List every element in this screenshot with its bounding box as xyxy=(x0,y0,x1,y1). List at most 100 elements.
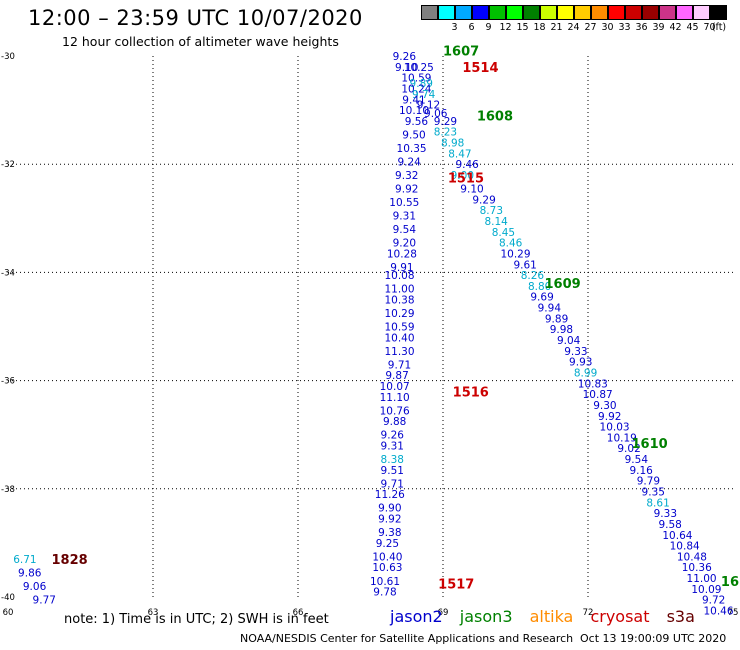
pass-time: 1516 xyxy=(453,385,489,400)
pass-time: 1607 xyxy=(443,45,479,60)
y-tick-label: -34 xyxy=(1,268,15,278)
color-swatch xyxy=(472,5,489,20)
color-swatch xyxy=(523,5,540,20)
footer-credit: NOAA/NESDIS Center for Satellite Applica… xyxy=(240,632,574,645)
color-swatch xyxy=(693,5,710,20)
wave-height-value: 10.09 xyxy=(691,584,721,596)
wave-height-value: 10.48 xyxy=(677,551,707,563)
color-scale-unit: (ft) xyxy=(711,22,727,33)
map-subtitle: 12 hour collection of altimeter wave hei… xyxy=(62,34,339,49)
wave-height-value: 9.00 xyxy=(451,170,474,182)
wave-height-value: 10.29 xyxy=(384,308,414,320)
pass-time: 1515 xyxy=(448,172,484,187)
color-swatch xyxy=(489,5,506,20)
color-swatch xyxy=(659,5,676,20)
wave-height-tracks: 9.269.1010.2510.599.8910.249.749.419.121… xyxy=(13,51,734,618)
color-scale-label: 70 xyxy=(703,22,716,33)
wave-height-value: 10.19 xyxy=(607,432,637,444)
wave-height-value: 9.88 xyxy=(383,416,406,428)
wave-height-value: 9.54 xyxy=(625,454,649,466)
wave-height-value: 9.54 xyxy=(393,224,417,236)
color-swatch xyxy=(506,5,523,20)
wave-height-value: 9.26 xyxy=(393,51,417,63)
wave-height-value: 8.46 xyxy=(499,238,523,250)
wave-height-value: 10.36 xyxy=(682,562,712,574)
wave-height-value: 10.84 xyxy=(670,541,700,553)
wave-height-value: 9.91 xyxy=(390,262,413,274)
color-scale-label: 12 xyxy=(499,22,512,33)
map-axis-labels: 60 63 66 69 72 75 -30 -32 -34 -36 -38 -40 xyxy=(1,52,738,618)
wave-height-value: 9.78 xyxy=(373,587,396,599)
map-grid xyxy=(8,56,733,597)
wave-height-value: 9.56 xyxy=(405,116,429,128)
x-tick-label: 66 xyxy=(293,608,304,618)
y-tick-label: -30 xyxy=(1,52,15,62)
wave-height-value: 10.83 xyxy=(578,378,608,390)
color-scale-label: 36 xyxy=(635,22,648,33)
wave-height-value: 10.46 xyxy=(703,606,733,618)
wave-height-value: 9.33 xyxy=(654,508,677,520)
legend-jason3: jason3 xyxy=(459,607,513,626)
y-tick-label: -38 xyxy=(1,485,15,495)
wave-height-value: 9.33 xyxy=(564,346,587,358)
wave-height-value: 10.63 xyxy=(372,562,402,574)
wave-height-value: 8.73 xyxy=(480,205,503,217)
wave-height-value: 11.10 xyxy=(380,392,410,404)
wave-height-value: 9.50 xyxy=(402,129,425,141)
wave-height-value: 9.10 xyxy=(395,62,418,74)
color-scale-label: 27 xyxy=(584,22,597,33)
wave-height-value: 9.98 xyxy=(550,324,573,336)
wave-height-value: 11.30 xyxy=(384,346,414,358)
color-scale-label: 24 xyxy=(567,22,580,33)
color-swatch xyxy=(540,5,557,20)
wave-height-value: 8.99 xyxy=(574,367,597,379)
wave-height-value: 8.14 xyxy=(484,216,508,228)
wave-height-value: 9.87 xyxy=(385,370,408,382)
color-scale-label: 15 xyxy=(516,22,529,33)
color-swatch xyxy=(642,5,659,20)
wave-height-value: 9.32 xyxy=(395,170,418,182)
legend-altika: altika xyxy=(529,607,574,626)
color-scale-label: 45 xyxy=(686,22,699,33)
y-tick-label: -36 xyxy=(1,377,15,387)
wave-height-value: 8.45 xyxy=(492,227,515,239)
wave-height-value: 9.89 xyxy=(410,78,433,90)
wave-height-value: 8.38 xyxy=(381,454,404,466)
wave-height-value: 9.77 xyxy=(33,595,56,607)
wave-height-value: 9.46 xyxy=(455,159,479,171)
color-scale-label: 3 xyxy=(451,22,458,33)
color-scale-label: 42 xyxy=(669,22,682,33)
wave-height-value: 8.80 xyxy=(528,281,551,293)
x-tick-label: 60 xyxy=(3,608,14,618)
wave-height-value: 11.00 xyxy=(384,284,414,296)
wave-height-value: 10.59 xyxy=(384,322,414,334)
wave-height-value: 8.98 xyxy=(441,138,464,150)
wave-height-value: 10.29 xyxy=(500,248,530,260)
color-scale-label: 30 xyxy=(601,22,614,33)
wave-height-value: 9.02 xyxy=(617,443,640,455)
map-title: 12:00 – 23:59 UTC 10/07/2020 xyxy=(28,6,363,30)
pass-time: 1608 xyxy=(477,110,513,125)
wave-height-value: 10.61 xyxy=(370,576,400,588)
wave-height-value: 10.76 xyxy=(380,405,410,417)
wave-height-value: 9.31 xyxy=(381,441,404,453)
wave-height-value: 10.28 xyxy=(387,248,417,260)
wave-height-value: 10.25 xyxy=(404,62,434,74)
pass-time: 1514 xyxy=(462,61,498,76)
wave-height-value: 9.92 xyxy=(395,184,418,196)
wave-height-value: 9.94 xyxy=(538,303,562,315)
wave-height-value: 9.38 xyxy=(378,527,401,539)
wave-height-value: 9.26 xyxy=(381,430,405,442)
wave-height-value: 8.61 xyxy=(646,497,669,509)
wave-height-value: 9.79 xyxy=(637,476,660,488)
legend-s3a: s3a xyxy=(666,607,695,626)
color-swatch xyxy=(557,5,574,20)
color-swatch xyxy=(710,5,727,20)
color-swatch xyxy=(608,5,625,20)
color-scale-label: 6 xyxy=(468,22,475,33)
color-scale-label: 9 xyxy=(485,22,492,33)
wave-height-value: 9.90 xyxy=(378,503,401,515)
wave-height-value: 9.20 xyxy=(393,238,416,250)
wave-height-value: 9.72 xyxy=(702,595,725,607)
color-scale-label: 39 xyxy=(652,22,665,33)
